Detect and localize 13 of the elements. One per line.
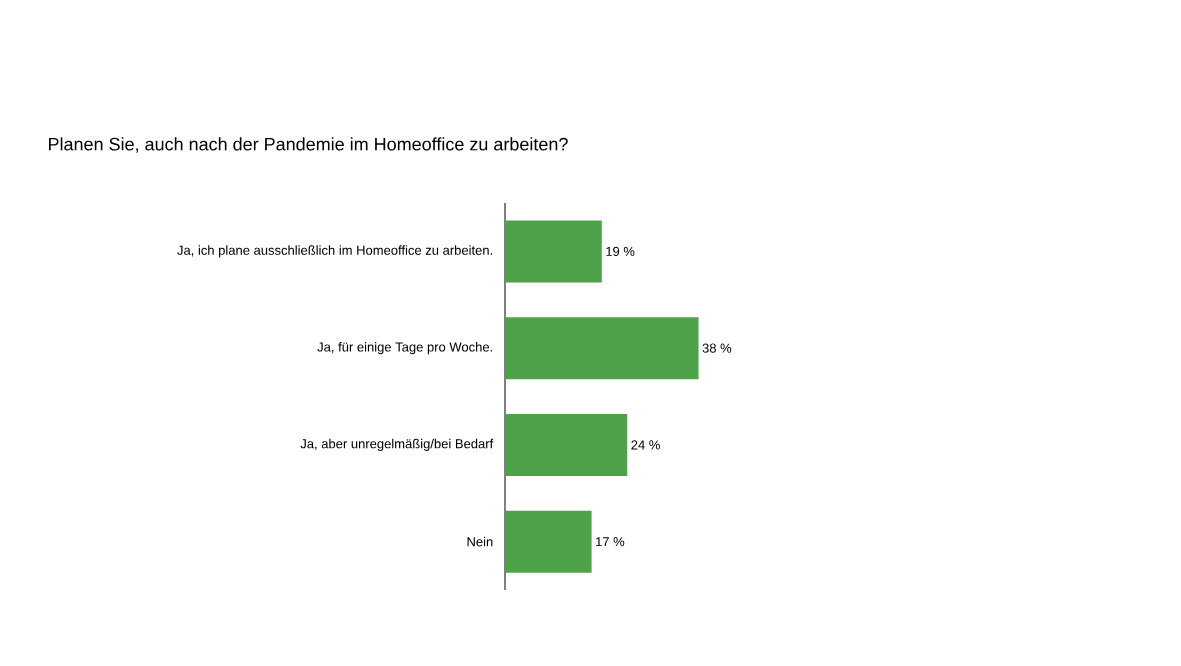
- bar: [505, 317, 699, 380]
- text: Planen Sie, auch nach der Pandemie im Homeoffice zu arbeiten?: [49, 137, 568, 153]
- bar: [505, 413, 628, 476]
- y-tick-label: Ja, für einige Tage pro Woche.: [317, 342, 493, 355]
- data-label: 19 %: [606, 246, 635, 256]
- y-tick-label: Nein: [467, 536, 493, 547]
- data-label: 24 %: [631, 440, 660, 450]
- data-label: 38 %: [702, 343, 732, 353]
- data-label: 17 %: [596, 537, 625, 547]
- y-tick-label: Ja, aber unregelmäßig/bei Bedarf: [300, 438, 494, 451]
- bar: [505, 510, 592, 573]
- y-tick-label: Ja, ich plane ausschließlich im Homeoffice zu arbeiten.: [177, 245, 492, 258]
- bar: [505, 220, 602, 283]
